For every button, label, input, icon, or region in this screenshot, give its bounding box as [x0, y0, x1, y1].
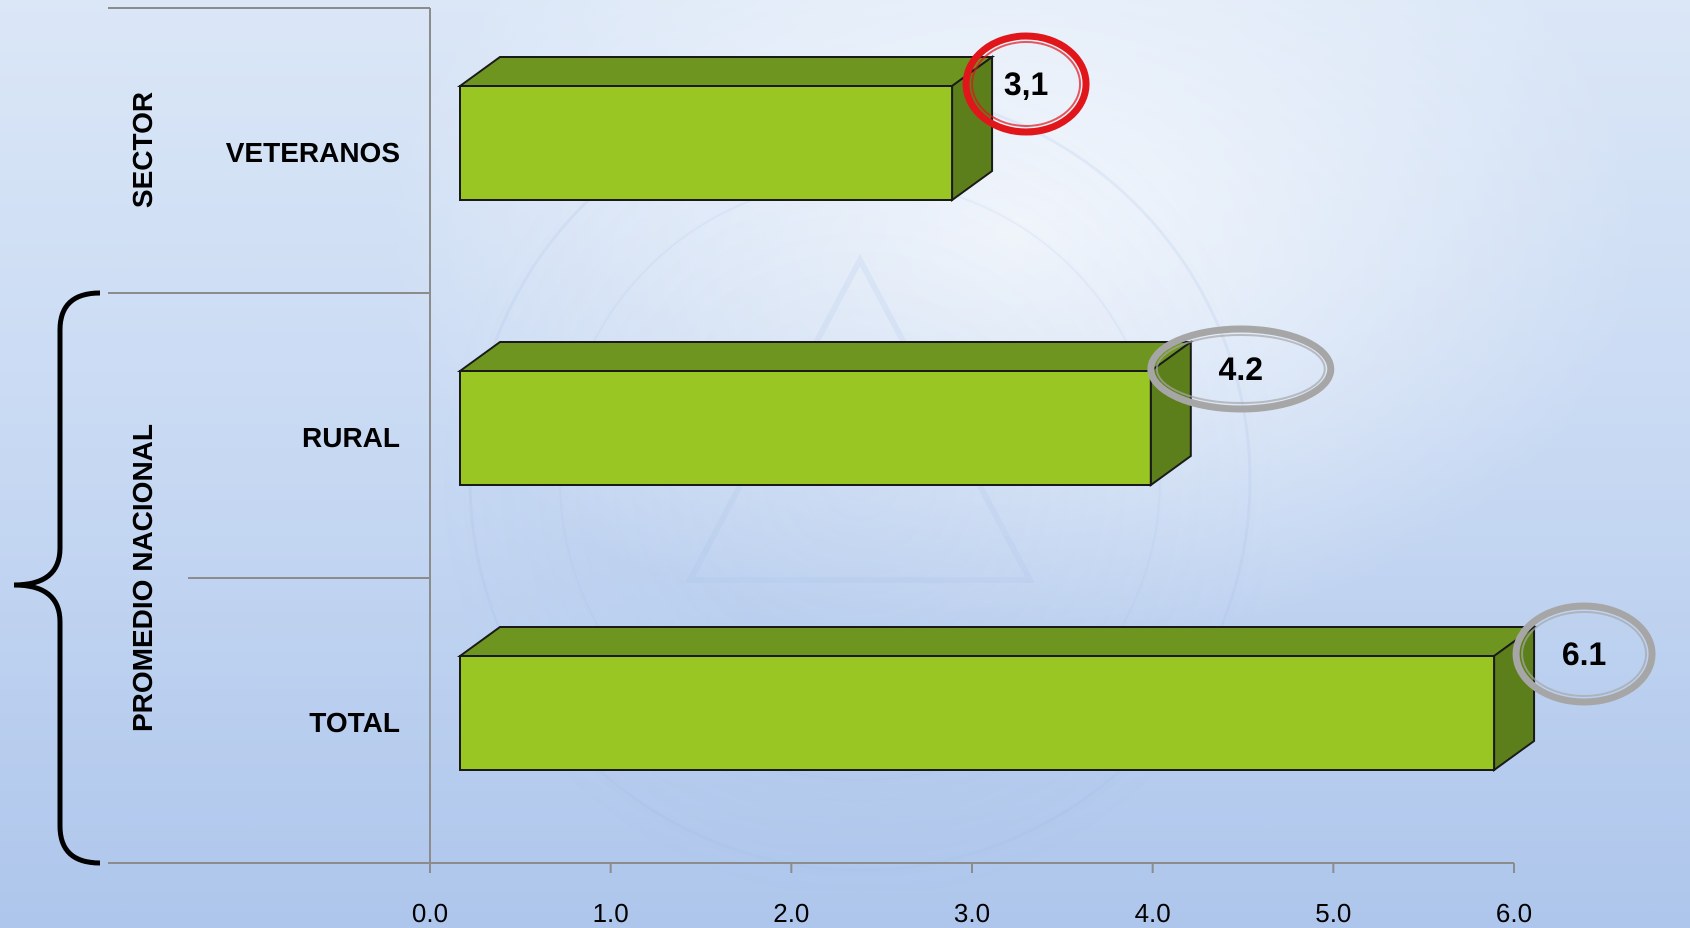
- data-label: 6.1: [1562, 636, 1606, 672]
- bar-total: 6.1: [456, 602, 1656, 772]
- x-tick-label: 6.0: [1496, 898, 1532, 928]
- data-label-ring-inner: [971, 41, 1082, 127]
- bar-top-face: [456, 341, 1194, 372]
- group-label-sector: SECTOR: [127, 92, 158, 208]
- bar-veteranos: 3,1: [456, 32, 1090, 202]
- x-tick-label: 1.0: [593, 898, 629, 928]
- bar-rural: 4.2: [456, 325, 1335, 487]
- data-label-ring-inner: [1521, 611, 1648, 697]
- bar-front-face: [459, 85, 954, 201]
- group-label-promedio-nacional: PROMEDIO NACIONAL: [127, 424, 158, 732]
- category-label-veteranos: VETERANOS: [226, 137, 400, 168]
- x-tick-label: 2.0: [773, 898, 809, 928]
- group-brace: [13, 290, 101, 866]
- x-axis-ticks: 0.0 1.0 2.0 3.0 4.0 5.0 6.0: [412, 863, 1532, 928]
- bar-front-face: [459, 655, 1496, 771]
- data-label: 3,1: [1004, 66, 1048, 102]
- category-label-rural: RURAL: [302, 422, 400, 453]
- data-label-ring: [1147, 325, 1335, 413]
- data-label-ring: [1512, 602, 1656, 706]
- bar-front-face: [459, 370, 1152, 486]
- x-tick-label: 3.0: [954, 898, 990, 928]
- data-label: 4.2: [1219, 351, 1263, 387]
- x-tick-label: 4.0: [1135, 898, 1171, 928]
- bar-top-face: [456, 626, 1538, 657]
- row-dividers: [108, 7, 430, 864]
- bars: 3,1 4.2 6.1: [456, 32, 1656, 772]
- x-tick-label: 0.0: [412, 898, 448, 928]
- data-label-ring: [962, 32, 1090, 136]
- data-label-ring-inner: [1155, 334, 1326, 404]
- category-label-total: TOTAL: [309, 707, 400, 738]
- bar-top-face: [456, 56, 996, 87]
- x-tick-label: 5.0: [1315, 898, 1351, 928]
